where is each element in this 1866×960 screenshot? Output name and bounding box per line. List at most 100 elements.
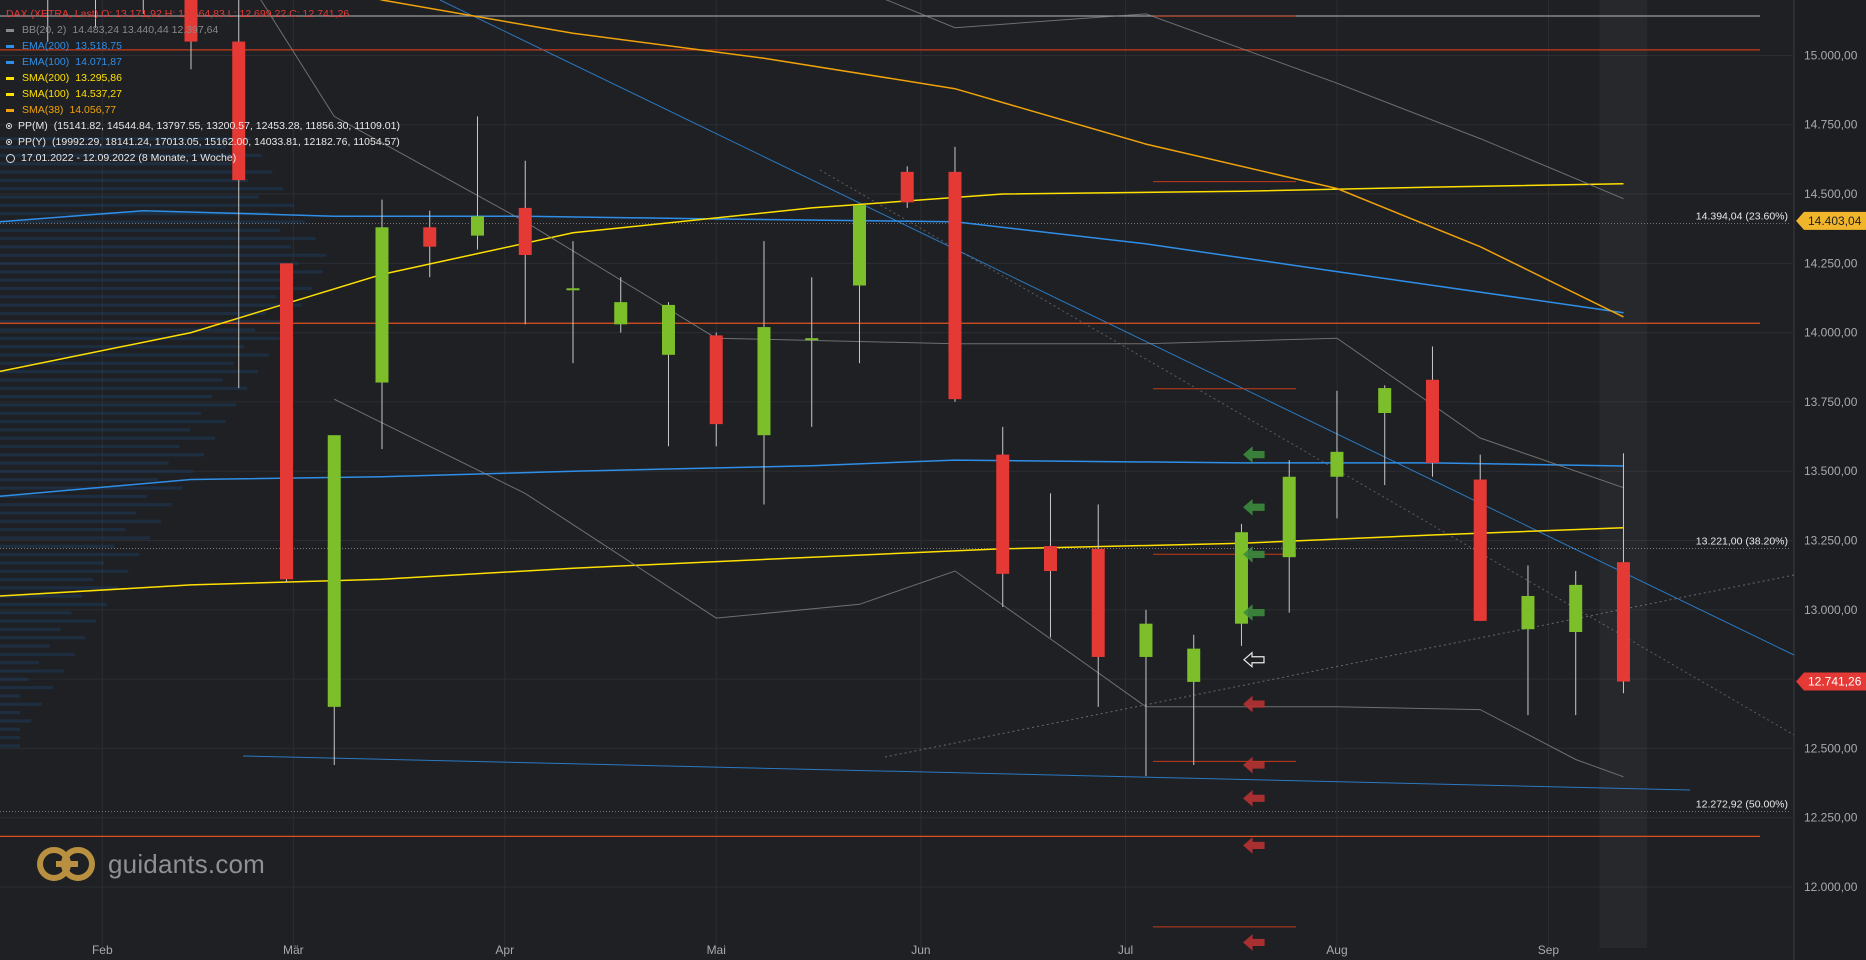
legend-bb[interactable]: BB(20, 2) 14.483,24 13.440,44 12.397,64 [6, 22, 400, 38]
volume-profile-bar [0, 569, 129, 573]
candle-body [614, 302, 628, 325]
fib-level-label: 12.272,92 (50.00%) [1696, 798, 1788, 810]
legend-pp-month[interactable]: PP(M) (15141.82, 14544.84, 13797.55, 132… [6, 118, 400, 134]
candle-body [948, 171, 962, 400]
volume-profile-bar [0, 511, 137, 515]
ema200-swatch [6, 44, 14, 48]
y-tick-label: 15.000,00 [1804, 48, 1858, 62]
volume-profile-bar [0, 536, 150, 540]
volume-profile-bar [0, 694, 20, 698]
volume-profile-bar [0, 744, 20, 748]
candle [470, 116, 484, 250]
price-tag [1796, 672, 1866, 691]
logo-text: guidants.com [108, 848, 266, 879]
legend-period: 17.01.2022 - 12.09.2022 (8 Monate, 1 Woc… [6, 150, 400, 166]
volume-profile-bar [0, 644, 50, 648]
legend-instrument-row[interactable]: DAX (XETRA, Last) O: 13.171,92 H: 13.564… [6, 6, 400, 22]
volume-profile-bar [0, 195, 259, 199]
volume-profile-bar [0, 411, 201, 415]
x-tick-label: Mai [707, 943, 726, 957]
sma100-name: SMA(100) [22, 88, 70, 100]
legend-sma100[interactable]: SMA(100) 14.537,27 [6, 86, 400, 102]
x-tick-label: Jul [1118, 943, 1133, 957]
y-tick-label: 12.000,00 [1804, 880, 1858, 894]
volume-profile-bar [0, 361, 234, 365]
indicator-line [333, 398, 1624, 778]
guidants-logo: guidants.com [36, 844, 265, 884]
y-tick-label: 14.750,00 [1804, 118, 1858, 132]
volume-profile-bar [0, 719, 32, 723]
volume-profile-bar [0, 669, 64, 673]
candle [279, 263, 293, 583]
candle-body [900, 171, 914, 203]
volume-profile-bar [0, 602, 107, 607]
candle-body [1521, 595, 1535, 630]
candle [614, 277, 628, 333]
ppm-name: PP(M) [18, 120, 48, 132]
candle [1187, 634, 1201, 766]
candle [852, 205, 866, 364]
candle [805, 277, 819, 427]
x-tick-label: Sep [1538, 943, 1560, 957]
candle [232, 0, 246, 389]
volume-profile-bar [0, 212, 270, 216]
volume-profile-bar [0, 727, 20, 731]
candle-body [1091, 548, 1105, 657]
candle [184, 0, 198, 70]
volume-profile-bar [0, 561, 104, 565]
legend-sma200[interactable]: SMA(200) 13.295,86 [6, 70, 400, 86]
candle-body [852, 205, 866, 286]
candle [709, 332, 723, 447]
candle-body [757, 327, 771, 436]
volume-profile [0, 137, 327, 748]
clock-icon [6, 153, 15, 163]
candle-body [661, 304, 675, 355]
x-tick-label: Feb [92, 943, 113, 957]
indicator-line [0, 527, 1624, 597]
volume-profile-bar [0, 686, 53, 690]
sma100-swatch [6, 92, 14, 96]
trend-line [439, 0, 1795, 656]
volume-profile-bar [0, 245, 291, 249]
volume-profile-bar [0, 619, 96, 623]
volume-profile-bar [0, 611, 72, 615]
volume-profile-bar [0, 735, 21, 740]
trend-line [242, 755, 1691, 791]
candle [757, 241, 771, 505]
period-text: 17.01.2022 - 12.09.2022 (8 Monate, 1 Woc… [21, 152, 237, 164]
volume-profile-bar [0, 153, 262, 157]
instrument-label: DAX (XETRA, Last) O: 13.171,92 H: 13.564… [6, 8, 350, 20]
candle-body [1616, 562, 1630, 682]
ppy-name: PP(Y) [18, 136, 47, 148]
volume-profile-bar [0, 594, 83, 598]
volume-profile-bar [0, 286, 312, 291]
volume-profile-bar [0, 461, 169, 465]
y-tick-label: 13.250,00 [1804, 534, 1858, 548]
legend-sma38[interactable]: SMA(38) 14.056,77 [6, 102, 400, 118]
volume-profile-bar [0, 270, 323, 274]
legend-ema100[interactable]: EMA(100) 14.071,87 [6, 54, 400, 70]
volume-profile-bar [0, 178, 248, 182]
candle-body [279, 263, 293, 580]
ema100-values: 14.071,87 [75, 56, 122, 68]
indicator-line [379, 0, 1624, 318]
ema200-name: EMA(200) [22, 40, 70, 52]
volume-profile-bar [0, 436, 215, 440]
legend-ema200[interactable]: EMA(200) 13.518,75 [6, 38, 400, 54]
candle-body [1187, 648, 1201, 682]
candle-body [709, 335, 723, 425]
volume-profile-bar [0, 278, 288, 282]
candle-body [1234, 532, 1248, 624]
legend-pp-year[interactable]: PP(Y) (19992.29, 18141.24, 17013.05, 151… [6, 134, 400, 150]
volume-profile-bar [0, 702, 42, 706]
candle [327, 435, 341, 766]
volume-profile-bar [0, 162, 237, 166]
candle [661, 302, 675, 447]
volume-profile-bar [0, 303, 302, 307]
candle-body [470, 216, 484, 236]
volume-profile-bar [0, 636, 86, 640]
candle-body [184, 0, 198, 42]
volume-profile-bar [0, 311, 266, 315]
